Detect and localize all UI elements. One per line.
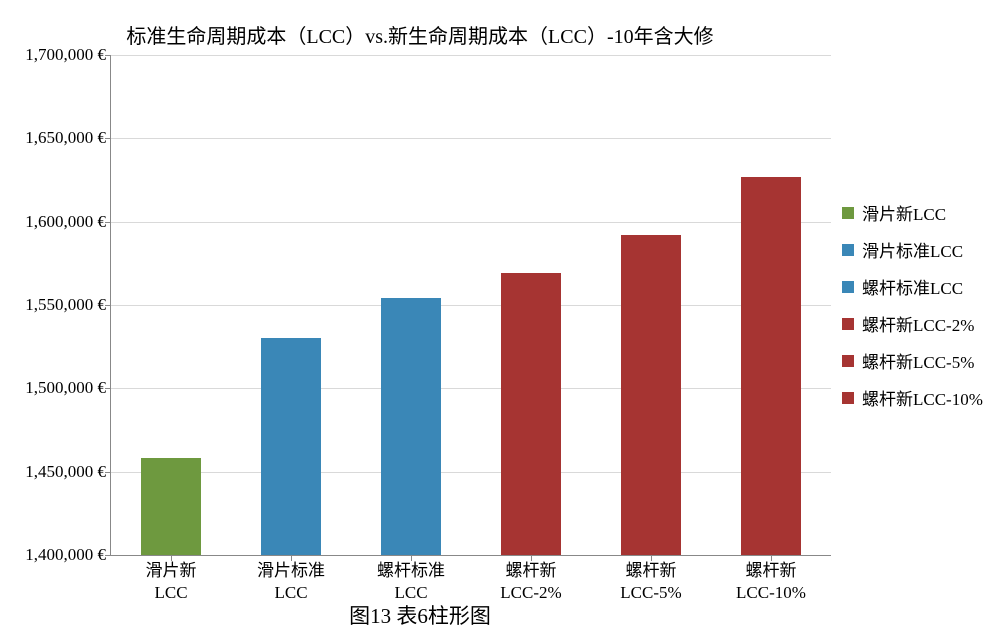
legend-item: 滑片新LCC bbox=[842, 200, 983, 225]
legend-label: 滑片标准LCC bbox=[862, 237, 963, 262]
legend-swatch bbox=[842, 355, 854, 367]
chart-caption: 图13 表6柱形图 bbox=[0, 600, 840, 630]
x-tick-label-line1: 滑片新 bbox=[111, 560, 231, 582]
x-tick-label-line1: 螺杆新 bbox=[471, 560, 591, 582]
y-tick-label: 1,400,000 € bbox=[11, 545, 106, 565]
plot-area: 1,400,000 €1,450,000 €1,500,000 €1,550,0… bbox=[110, 55, 831, 556]
legend-swatch bbox=[842, 207, 854, 219]
bar bbox=[381, 298, 441, 555]
legend-item: 螺杆标准LCC bbox=[842, 274, 983, 299]
legend-label: 滑片新LCC bbox=[862, 200, 946, 225]
bar bbox=[741, 177, 801, 555]
legend-label: 螺杆标准LCC bbox=[862, 274, 963, 299]
x-tick-label: 滑片新LCC bbox=[111, 560, 231, 604]
x-tick-label-line1: 螺杆新 bbox=[591, 560, 711, 582]
legend: 滑片新LCC 滑片标准LCC 螺杆标准LCC 螺杆新LCC-2% 螺杆新LCC-5% 螺杆… bbox=[842, 200, 983, 422]
bar bbox=[621, 235, 681, 555]
y-tick-label: 1,600,000 € bbox=[11, 212, 106, 232]
legend-item: 螺杆新LCC-10% bbox=[842, 385, 983, 410]
legend-item: 滑片标准LCC bbox=[842, 237, 983, 262]
legend-label: 螺杆新LCC-10% bbox=[862, 385, 983, 410]
bars bbox=[111, 55, 831, 555]
x-tick-label: 滑片标准LCC bbox=[231, 560, 351, 604]
x-tick-label: 螺杆新LCC-2% bbox=[471, 560, 591, 604]
legend-item: 螺杆新LCC-2% bbox=[842, 311, 983, 336]
y-tick-label: 1,450,000 € bbox=[11, 462, 106, 482]
x-tick-label-line1: 滑片标准 bbox=[231, 560, 351, 582]
x-tick-label: 螺杆标准LCC bbox=[351, 560, 471, 604]
legend-swatch bbox=[842, 318, 854, 330]
y-tick-label: 1,500,000 € bbox=[11, 378, 106, 398]
legend-item: 螺杆新LCC-5% bbox=[842, 348, 983, 373]
chart-title: 标准生命周期成本（LCC）vs.新生命周期成本（LCC）-10年含大修 bbox=[0, 20, 840, 49]
chart-container: 标准生命周期成本（LCC）vs.新生命周期成本（LCC）-10年含大修 1,40… bbox=[0, 0, 1004, 638]
y-tick-label: 1,700,000 € bbox=[11, 45, 106, 65]
legend-swatch bbox=[842, 392, 854, 404]
x-tick-label: 螺杆新LCC-10% bbox=[711, 560, 831, 604]
bar bbox=[261, 338, 321, 555]
x-tick-label-line1: 螺杆标准 bbox=[351, 560, 471, 582]
legend-swatch bbox=[842, 281, 854, 293]
legend-swatch bbox=[842, 244, 854, 256]
x-tick-label: 螺杆新LCC-5% bbox=[591, 560, 711, 604]
y-tick-label: 1,550,000 € bbox=[11, 295, 106, 315]
legend-label: 螺杆新LCC-5% bbox=[862, 348, 974, 373]
x-tick-label-line1: 螺杆新 bbox=[711, 560, 831, 582]
legend-label: 螺杆新LCC-2% bbox=[862, 311, 974, 336]
y-tick-label: 1,650,000 € bbox=[11, 128, 106, 148]
bar bbox=[141, 458, 201, 555]
bar bbox=[501, 273, 561, 555]
